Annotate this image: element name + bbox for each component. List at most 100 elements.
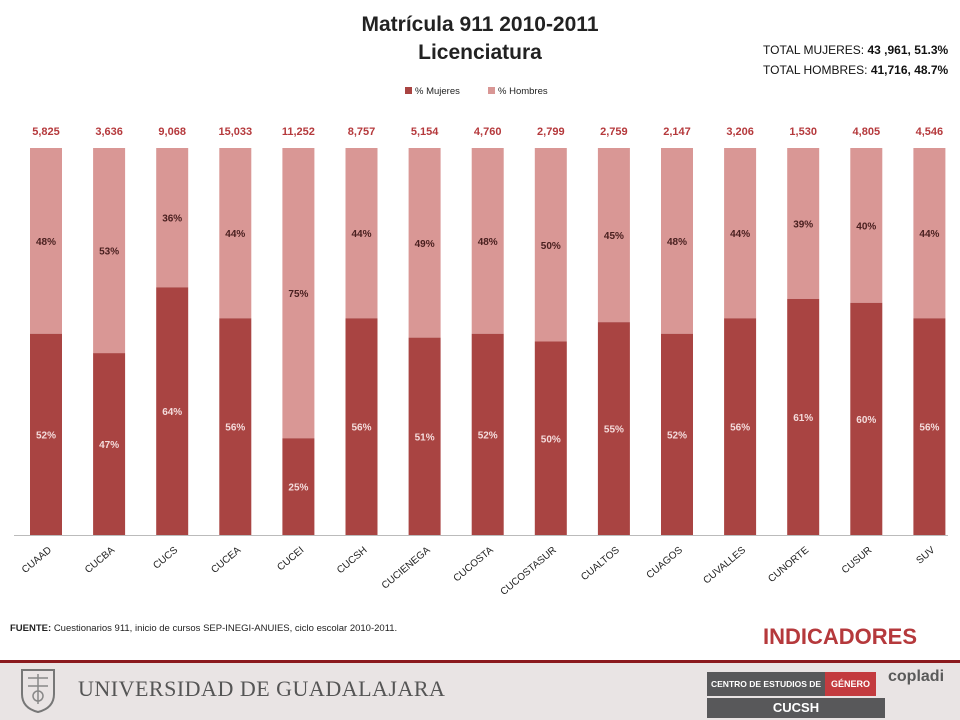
bar-total-label: 3,206 (726, 126, 754, 138)
data-label-hombres: 40% (856, 221, 876, 232)
data-label-mujeres: 50% (541, 434, 561, 445)
bar-mujeres (787, 298, 820, 535)
data-label-mujeres: 55% (604, 425, 624, 436)
x-tick-label: CUCOSTA (452, 545, 496, 585)
x-tick-label: CUCOSTASUR (499, 545, 559, 598)
chart-title: Matrícula 911 2010-2011 (361, 13, 599, 36)
data-label-hombres: 75% (288, 289, 308, 300)
copladi-logo: copladi (888, 668, 945, 685)
bar-total-label: 15,033 (218, 126, 252, 138)
bar-hombres (787, 148, 820, 299)
data-label-hombres: 48% (478, 237, 498, 248)
data-label-mujeres: 56% (919, 423, 939, 434)
x-tick-label: CUSUR (840, 545, 874, 576)
university-seal-icon (21, 669, 55, 714)
total-hombres: TOTAL HOMBRES: 41,716, 48.7% (763, 63, 948, 77)
legend-swatch-hombres (488, 87, 495, 94)
data-label-hombres: 44% (730, 229, 750, 240)
data-label-mujeres: 60% (856, 415, 876, 426)
university-name: UNIVERSIDAD DE GUADALAJARA (78, 676, 446, 701)
data-label-mujeres: 56% (730, 423, 750, 434)
bar-mujeres (345, 318, 378, 535)
data-label-hombres: 49% (415, 239, 435, 250)
genero-text: GÉNERO (825, 672, 877, 696)
data-label-mujeres: 47% (99, 440, 119, 451)
x-tick-label: CUCS (151, 545, 180, 572)
bar-mujeres (913, 318, 946, 535)
data-label-hombres: 45% (604, 231, 624, 242)
bar-mujeres (850, 302, 883, 535)
bar-total-label: 4,760 (474, 126, 502, 138)
x-tick-label: CUCSH (335, 545, 369, 576)
source-label: FUENTE: (10, 623, 52, 634)
data-label-mujeres: 52% (478, 430, 498, 441)
data-label-hombres: 36% (162, 214, 182, 225)
bar-hombres (282, 148, 315, 439)
bar-total-label: 8,757 (348, 126, 376, 138)
chart-subtitle: Licenciatura (418, 41, 542, 64)
bar-hombres (30, 148, 62, 334)
x-tick-label: CUAAD (20, 545, 54, 576)
total-mujeres: TOTAL MUJERES: 43 ,961, 51.3% (763, 43, 948, 57)
data-label-mujeres: 64% (162, 407, 182, 418)
bar-hombres (93, 148, 126, 354)
bar-hombres (408, 148, 441, 338)
data-label-mujeres: 51% (415, 432, 435, 443)
bar-hombres (534, 148, 567, 342)
bar-hombres (471, 148, 504, 334)
data-label-mujeres: 61% (793, 413, 813, 424)
bar-mujeres (282, 438, 315, 535)
x-tick-label: CUVALLES (701, 545, 748, 587)
bar-hombres (219, 148, 252, 319)
bar-hombres (724, 148, 757, 319)
bar-mujeres (597, 322, 630, 535)
x-tick-label: CUALTOS (579, 545, 622, 583)
data-label-hombres: 48% (36, 237, 56, 248)
legend-label-mujeres: % Mujeres (415, 86, 460, 97)
bar-hombres (913, 148, 946, 319)
data-label-mujeres: 56% (225, 423, 245, 434)
data-label-hombres: 44% (919, 229, 939, 240)
indicadores-badge: INDICADORES (763, 624, 918, 649)
bar-mujeres (471, 333, 504, 535)
source-text: Cuestionarios 911, inicio de cursos SEP-… (53, 623, 398, 634)
bar-total-label: 9,068 (158, 126, 186, 138)
bar-total-label: 2,147 (663, 126, 691, 138)
bar-mujeres (93, 353, 126, 535)
centro-estudios-text: CENTRO DE ESTUDIOS DE (707, 672, 826, 696)
total-mujeres-pct: 51.3% (914, 43, 949, 57)
x-tick-label: CUCEA (209, 545, 243, 576)
x-tick-label: CUNORTE (766, 545, 811, 585)
centro-estudios-logo: CENTRO DE ESTUDIOS DE GÉNERO (707, 672, 885, 696)
bar-total-label: 3,636 (95, 126, 123, 138)
legend-label-hombres: % Hombres (498, 86, 548, 97)
bar-total-label: 2,799 (537, 126, 565, 138)
data-label-hombres: 48% (667, 237, 687, 248)
bar-total-label: 11,252 (282, 126, 315, 138)
bar-hombres (156, 148, 189, 288)
bar-total-label: 2,759 (600, 126, 628, 138)
bar-mujeres (30, 333, 62, 535)
data-label-hombres: 44% (225, 229, 245, 240)
cucsh-logo: CUCSH (707, 698, 885, 718)
total-hombres-pct: 48.7% (914, 63, 949, 77)
data-label-hombres: 53% (99, 247, 119, 258)
x-tick-label: CUCIENEGA (380, 545, 433, 592)
x-tick-label: CUCEI (275, 545, 306, 573)
footer-band (0, 660, 960, 663)
bar-mujeres (534, 341, 567, 535)
total-hombres-value: 41,716, (870, 63, 911, 77)
x-tick-label: CUAGOS (645, 545, 686, 581)
legend-swatch-mujeres (405, 87, 412, 94)
total-mujeres-label: TOTAL MUJERES: (763, 43, 865, 57)
bar-mujeres (156, 287, 189, 535)
bar-total-label: 5,825 (32, 126, 60, 138)
bar-hombres (597, 148, 630, 323)
bar-hombres (345, 148, 378, 319)
bar-mujeres (661, 333, 693, 535)
x-tick-label: CUCBA (83, 545, 117, 576)
bar-total-label: 5,154 (411, 126, 439, 138)
bar-mujeres (219, 318, 252, 535)
data-label-mujeres: 25% (288, 483, 308, 494)
data-label-hombres: 39% (793, 219, 813, 230)
